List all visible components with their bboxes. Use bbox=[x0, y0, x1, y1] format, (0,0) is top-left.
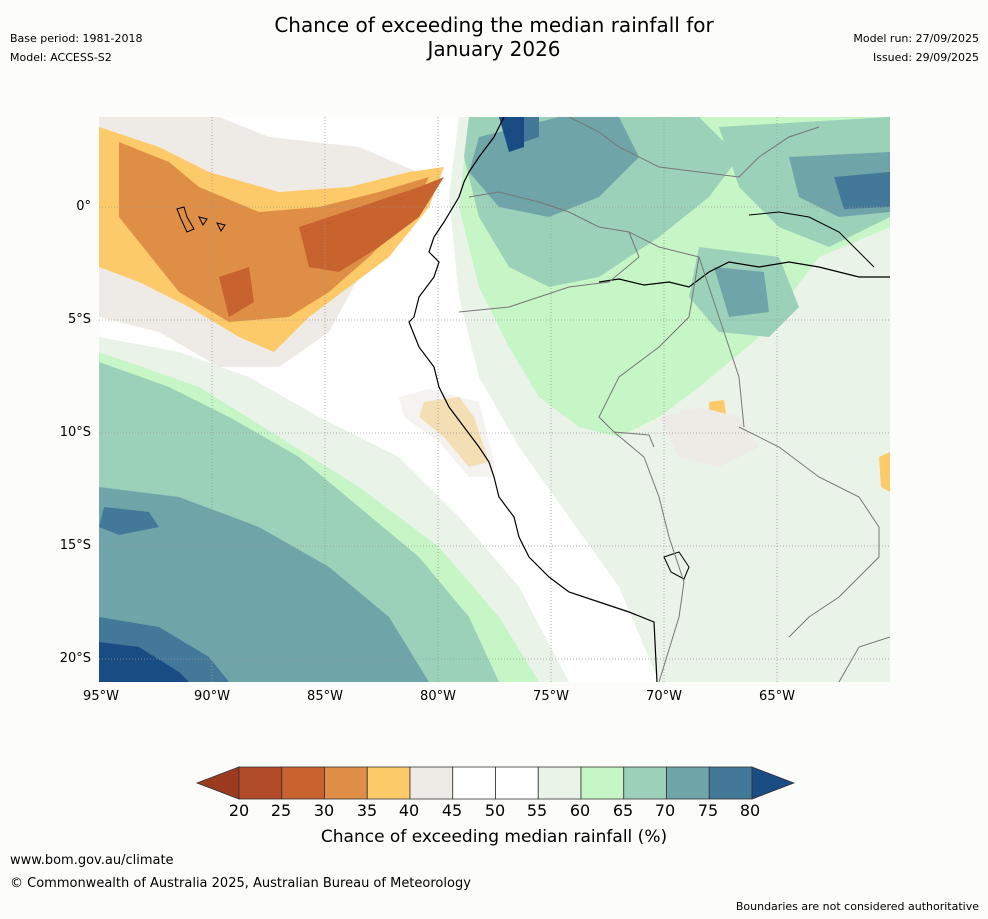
lat-label-15s: 15°S bbox=[59, 538, 91, 553]
colorbar-segment bbox=[238, 766, 283, 800]
contour-40-45-peru-coast bbox=[399, 389, 494, 477]
colorbar-segment bbox=[580, 766, 625, 800]
lat-label-0: 0° bbox=[76, 199, 91, 214]
colorbar-segment bbox=[666, 766, 710, 800]
colorbar-tick-30: 30 bbox=[313, 801, 335, 820]
colorbar-tick-50: 50 bbox=[484, 801, 506, 820]
colorbar-arrow-high bbox=[751, 766, 795, 800]
contour-over-80-southwest bbox=[99, 642, 189, 682]
lon-label-85w: 85°W bbox=[307, 689, 343, 704]
contour-75-80-southwest-2 bbox=[99, 507, 159, 535]
colorbar-tick-80: 80 bbox=[739, 801, 761, 820]
colorbar-segment bbox=[708, 766, 753, 800]
lat-label-10s: 10°S bbox=[59, 425, 91, 440]
contour-over-80-north bbox=[499, 117, 524, 152]
contour-40-45-chile bbox=[659, 407, 759, 467]
contour-25-30-ocean-2 bbox=[219, 267, 254, 317]
contour-30-35-ocean bbox=[119, 142, 429, 322]
copyright-text: © Commonwealth of Australia 2025, Austra… bbox=[10, 876, 471, 891]
lon-label-75w: 75°W bbox=[533, 689, 569, 704]
colorbar-tick-20: 20 bbox=[228, 801, 250, 820]
contour-25-30-ocean bbox=[299, 177, 444, 272]
colorbar-label: Chance of exceeding median rainfall (%) bbox=[320, 827, 668, 847]
colorbar-segment bbox=[409, 766, 454, 800]
lon-label-70w: 70°W bbox=[646, 689, 682, 704]
colorbar-tick-45: 45 bbox=[441, 801, 463, 820]
amazon-river bbox=[598, 261, 890, 288]
lat-label-20s: 20°S bbox=[59, 651, 91, 666]
model-run-text: Model run: 27/09/2025 bbox=[853, 32, 979, 45]
colorbar bbox=[195, 766, 795, 800]
lon-label-80w: 80°W bbox=[420, 689, 456, 704]
rio-negro bbox=[748, 211, 875, 268]
colorbar-tick-70: 70 bbox=[654, 801, 676, 820]
colorbar-tick-60: 60 bbox=[569, 801, 591, 820]
graticule bbox=[99, 117, 890, 682]
lake-titicaca bbox=[663, 551, 690, 580]
colorbar-tick-25: 25 bbox=[270, 801, 292, 820]
lon-label-90w: 90°W bbox=[194, 689, 230, 704]
issued-text: Issued: 29/09/2025 bbox=[872, 51, 979, 64]
colorbar-tick-65: 65 bbox=[612, 801, 634, 820]
galapagos-islands bbox=[176, 206, 226, 233]
contour-70-75-southwest bbox=[99, 487, 429, 682]
colorbar-tick-55: 55 bbox=[526, 801, 548, 820]
map-title-line-1: Chance of exceeding the median rainfall … bbox=[274, 13, 714, 37]
south-america-coastline bbox=[408, 117, 658, 682]
lat-label-5s: 5°S bbox=[67, 312, 91, 327]
disclaimer-text: Boundaries are not considered authoritat… bbox=[735, 900, 979, 913]
map-title-line-2: January 2026 bbox=[427, 37, 561, 61]
colorbar-segment bbox=[495, 766, 539, 800]
colorbar-segment bbox=[366, 766, 411, 800]
colorbar-tick-75: 75 bbox=[697, 801, 719, 820]
contour-75-80-northeast bbox=[834, 172, 890, 209]
colorbar-segment bbox=[281, 766, 325, 800]
colorbar-segment bbox=[537, 766, 582, 800]
contour-70-75-central bbox=[714, 267, 769, 317]
contour-35-40-east bbox=[879, 452, 890, 492]
colorbar-segment bbox=[452, 766, 496, 800]
rainfall-map bbox=[99, 117, 890, 682]
colorbar-segment bbox=[623, 766, 667, 800]
colorbar-tick-40: 40 bbox=[398, 801, 420, 820]
bom-url-link[interactable]: www.bom.gov.au/climate bbox=[10, 853, 174, 868]
base-period-text: Base period: 1981-2018 bbox=[10, 32, 143, 45]
rainfall-map-svg bbox=[99, 117, 890, 682]
country-boundaries bbox=[458, 117, 890, 682]
colorbar-arrow-low bbox=[195, 766, 240, 800]
model-text: Model: ACCESS-S2 bbox=[10, 51, 112, 64]
colorbar-tick-35: 35 bbox=[356, 801, 378, 820]
lon-label-95w: 95°W bbox=[83, 689, 119, 704]
colorbar-segment bbox=[324, 766, 368, 800]
lon-label-65w: 65°W bbox=[759, 689, 795, 704]
